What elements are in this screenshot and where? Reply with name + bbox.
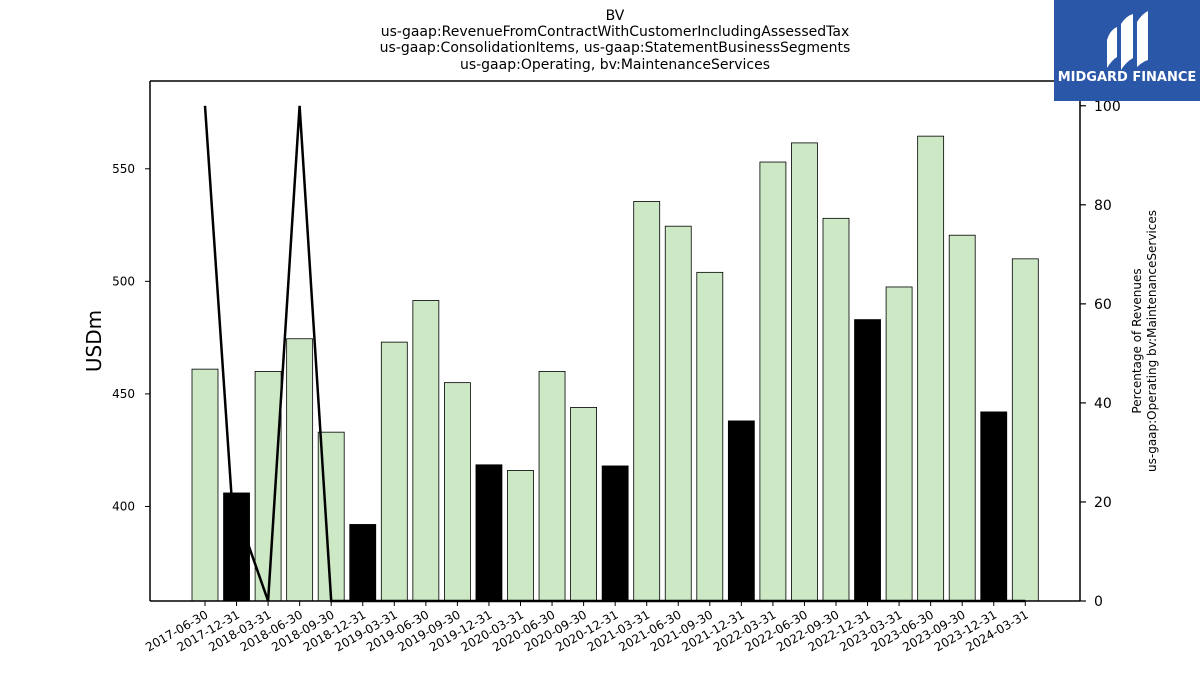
bar-2023-12-31 xyxy=(980,411,1008,602)
bar-2022-12-31 xyxy=(854,319,881,602)
y-tick-label: 550 xyxy=(112,162,135,176)
x-axis-ticks: 2017-06-302017-12-312018-03-312018-06-30… xyxy=(143,601,1031,654)
bar-2024-03-31 xyxy=(1011,258,1039,602)
chart-title-line-1: BV xyxy=(606,8,625,24)
midgard-finance-logo: MIDGARD FINANCE xyxy=(1054,0,1200,101)
bar-2019-03-31 xyxy=(380,341,408,602)
bar-2020-03-31 xyxy=(507,470,534,602)
bar-2021-06-30 xyxy=(664,225,692,602)
bar-2023-03-31 xyxy=(885,286,913,602)
y2-axis-label-line-1: Percentage of Revenues xyxy=(1130,268,1144,413)
bar-2022-06-30 xyxy=(791,142,818,602)
bar-2020-09-30 xyxy=(570,407,597,602)
bar-2021-12-31 xyxy=(727,420,755,602)
bar-2023-06-30 xyxy=(917,135,945,602)
logo-mark-icon xyxy=(1107,11,1148,70)
y2-tick-label: 20 xyxy=(1094,495,1112,511)
bar-2020-06-30 xyxy=(538,370,566,602)
y-axis-label: USDm xyxy=(82,310,106,372)
bar-2021-03-31 xyxy=(633,201,661,602)
bar-2018-03-31 xyxy=(254,370,282,602)
bar-2021-09-30 xyxy=(696,271,724,602)
y2-tick-label: 40 xyxy=(1094,396,1112,412)
bar-2019-12-31 xyxy=(475,464,503,602)
y2-axis-label-line-2: us-gaap:Operating bv:MaintenanceServices xyxy=(1145,210,1159,472)
y2-tick-label: 0 xyxy=(1094,594,1103,610)
bar-2020-12-31 xyxy=(601,465,629,602)
bar-2017-06-30 xyxy=(191,368,219,602)
y2-tick-label: 100 xyxy=(1094,99,1121,115)
y-tick-label: 400 xyxy=(112,499,135,513)
y-tick-label: 450 xyxy=(112,387,135,401)
bar-2018-12-31 xyxy=(349,524,377,602)
bar-2019-06-30 xyxy=(412,300,440,602)
chart-title-line-4: us-gaap:Operating, bv:MaintenanceService… xyxy=(460,57,770,73)
y2-tick-label: 60 xyxy=(1094,297,1112,313)
chart-title-line-2: us-gaap:RevenueFromContractWithCustomerI… xyxy=(381,24,850,40)
bar-2023-09-30 xyxy=(948,234,976,602)
bar-2022-03-31 xyxy=(759,161,787,602)
bar-2018-06-30 xyxy=(286,338,314,602)
bar-2022-09-30 xyxy=(822,217,850,602)
chart-title-line-3: us-gaap:ConsolidationItems, us-gaap:Stat… xyxy=(380,40,851,56)
y2-axis-ticks: 0 20 40 60 80 100 xyxy=(1080,99,1121,610)
y2-tick-label: 80 xyxy=(1094,198,1112,214)
logo-text: MIDGARD FINANCE xyxy=(1058,70,1197,85)
bar-2019-09-30 xyxy=(443,382,471,602)
y-axis-ticks: 400 450 500 550 xyxy=(112,162,150,513)
bar-series xyxy=(191,135,1039,602)
y-tick-label: 500 xyxy=(112,274,135,288)
